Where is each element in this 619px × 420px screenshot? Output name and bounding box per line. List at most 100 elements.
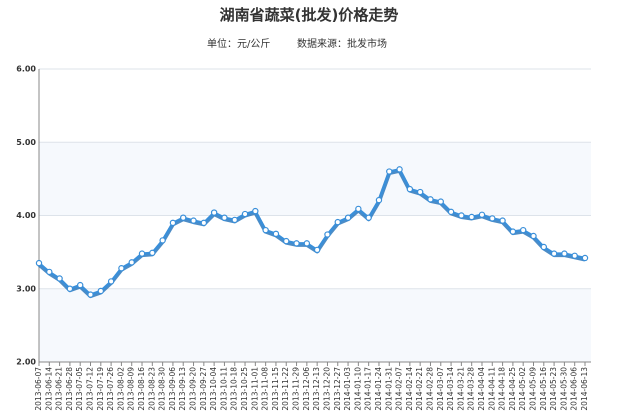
point [293, 240, 300, 247]
x-tick-label: 2014-02-14 [405, 367, 414, 411]
source-label: 数据来源：批发市场 [297, 37, 387, 50]
point [540, 243, 547, 251]
x-tick-label: 2013-08-09 [127, 367, 136, 411]
x-tick-label: 2013-09-20 [189, 367, 198, 411]
point [509, 228, 517, 235]
point [77, 281, 84, 289]
x-tick-label: 2014-02-28 [425, 367, 434, 411]
point [406, 185, 414, 193]
point [138, 250, 146, 257]
chart-title: 湖南省蔬菜(批发)价格走势 [220, 6, 399, 24]
point [107, 278, 115, 285]
point [241, 210, 249, 218]
point [344, 214, 352, 221]
x-tick-label: 2014-05-02 [518, 367, 527, 411]
x-tick-label: 2014-01-03 [343, 367, 352, 411]
point [200, 219, 208, 227]
point [87, 291, 94, 298]
x-tick-label: 2013-11-29 [292, 367, 301, 411]
x-tick-label: 2014-02-21 [415, 367, 424, 411]
x-tick-label: 2013-06-07 [34, 367, 43, 411]
point [66, 285, 74, 292]
x-tick-label: 2013-08-02 [116, 367, 125, 411]
point [375, 196, 383, 204]
x-tick-label: 2014-04-04 [477, 367, 486, 411]
x-tick-label: 2013-09-27 [199, 367, 208, 411]
point [519, 226, 527, 234]
point [262, 226, 269, 234]
x-tick-label: 2013-11-15 [271, 367, 280, 411]
y-tick-label: 2.00 [16, 358, 36, 367]
x-tick-label: 2013-07-12 [86, 367, 95, 411]
point [458, 212, 465, 219]
point [478, 211, 486, 218]
point [334, 218, 341, 226]
x-tick-label: 2013-12-13 [312, 367, 321, 411]
point [416, 188, 424, 196]
x-tick-label: 2014-05-09 [528, 367, 537, 411]
x-tick-label: 2014-05-16 [539, 367, 548, 411]
point [252, 207, 259, 215]
x-tick-label: 2013-07-26 [106, 367, 115, 411]
x-tick-label: 2014-06-06 [570, 367, 579, 411]
x-tick-label: 2013-07-05 [75, 367, 84, 411]
x-tick-label: 2014-06-13 [580, 367, 589, 411]
x-tick-label: 2014-05-23 [549, 367, 558, 411]
x-tick-label: 2014-01-17 [364, 367, 373, 411]
point [386, 168, 393, 175]
point [159, 237, 166, 244]
point [581, 254, 589, 262]
x-tick-label: 2014-04-25 [508, 367, 517, 411]
x-tick-label: 2014-01-24 [374, 367, 383, 411]
x-tick-label: 2014-01-10 [353, 367, 362, 411]
x-tick-label: 2013-09-13 [178, 367, 187, 411]
point [118, 265, 125, 272]
x-tick-label: 2013-09-06 [168, 367, 177, 411]
point [35, 259, 43, 267]
point [561, 250, 568, 257]
point [499, 217, 506, 224]
x-tick-label: 2013-12-06 [302, 367, 311, 411]
x-tick-label: 2013-08-30 [158, 367, 167, 411]
point [283, 237, 290, 245]
point [272, 230, 280, 238]
point [180, 214, 187, 221]
point [128, 259, 135, 266]
x-tick-label: 2014-05-30 [559, 367, 568, 411]
point [97, 287, 105, 295]
point [46, 268, 53, 276]
point [324, 231, 331, 238]
point [427, 196, 434, 203]
point [313, 246, 321, 254]
point [550, 250, 558, 257]
x-tick-label: 2014-04-18 [498, 367, 507, 411]
point [210, 209, 218, 216]
x-tick-label: 2014-03-07 [436, 367, 445, 411]
x-tick-label: 2014-02-07 [395, 367, 404, 411]
y-tick-label: 5.00 [16, 138, 36, 147]
point [396, 166, 403, 173]
y-tick-label: 3.00 [16, 284, 36, 293]
x-tick-label: 2013-12-27 [333, 367, 342, 411]
point [571, 252, 578, 259]
x-tick-label: 2013-12-20 [322, 367, 331, 411]
y-tick-label: 4.00 [16, 211, 36, 220]
point [365, 214, 372, 221]
point [489, 215, 496, 222]
point [221, 214, 228, 221]
unit-label: 单位：元/公斤 [207, 37, 270, 50]
x-tick-label: 2013-06-28 [65, 367, 74, 411]
x-tick-label: 2013-10-25 [240, 367, 249, 411]
x-tick-label: 2013-10-11 [219, 367, 228, 411]
x-tick-label: 2014-03-28 [467, 367, 476, 411]
x-tick-label: 2013-10-18 [230, 367, 239, 411]
point [231, 216, 238, 224]
point [190, 217, 197, 224]
x-tick-label: 2014-04-11 [487, 367, 496, 411]
x-tick-label: 2013-08-23 [147, 367, 156, 411]
x-tick-label: 2013-08-16 [137, 367, 146, 411]
point [447, 208, 455, 216]
x-tick-label: 2013-06-21 [55, 367, 64, 411]
x-tick-label: 2013-07-19 [96, 367, 105, 411]
